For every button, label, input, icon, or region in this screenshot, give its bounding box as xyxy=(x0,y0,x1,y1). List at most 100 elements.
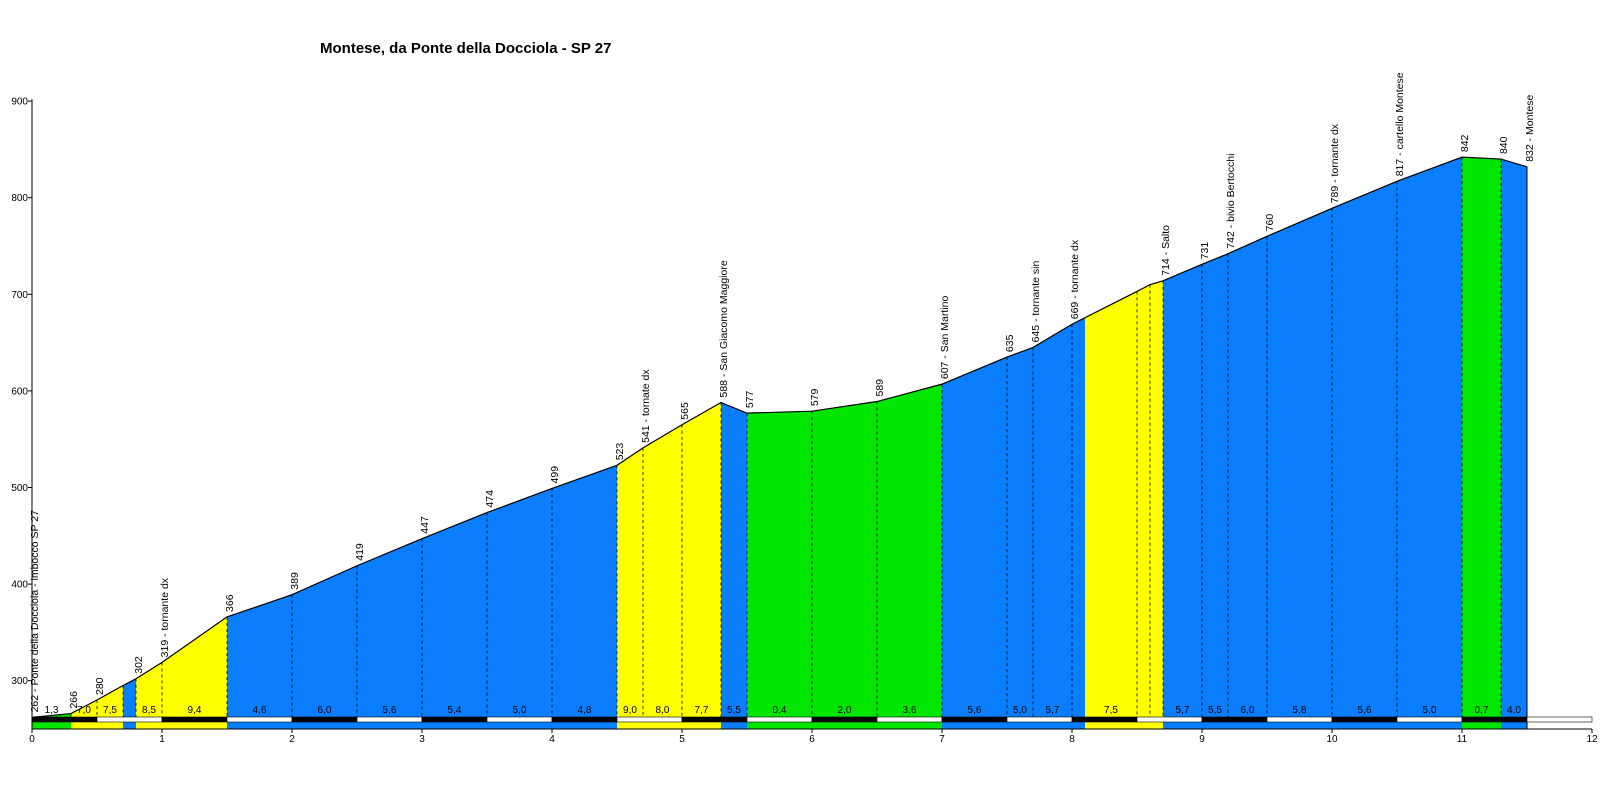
km-band-3 xyxy=(226,716,293,723)
km-band-20 xyxy=(1331,716,1398,723)
km-band-9 xyxy=(616,716,683,723)
x-tick-label-8: 8 xyxy=(1069,734,1075,745)
y-tick-label-3: 600 xyxy=(11,386,28,397)
point-label-33: 832 - Montese xyxy=(1524,95,1536,162)
km-band-17 xyxy=(1136,716,1203,723)
gradient-label-11: 4,8 xyxy=(578,705,592,716)
profile-segment-29 xyxy=(1267,208,1332,730)
profile-segment-22 xyxy=(1072,317,1085,729)
profile-segment-20 xyxy=(1007,347,1033,729)
profile-segment-31 xyxy=(1397,157,1462,730)
km-band-5 xyxy=(356,716,423,723)
gradient-label-8: 5,6 xyxy=(383,705,397,716)
x-tick-label-0: 0 xyxy=(29,734,35,745)
km-band-22 xyxy=(1461,716,1528,723)
point-label-18: 589 xyxy=(874,379,886,397)
profile-segment-12 xyxy=(617,447,643,729)
point-label-2: 280 xyxy=(94,677,106,695)
gradient-label-6: 4,6 xyxy=(253,705,267,716)
y-tick-label-6: 900 xyxy=(11,97,28,108)
gradient-labels: 1,3 7,0 7,5 8,5 9,4 4,6 6,0 5,6 5,4 5,0 4,8 9,0 8,0 7… xyxy=(45,705,1522,716)
gradient-label-1: 7,0 xyxy=(77,705,91,716)
km-band-21 xyxy=(1396,716,1463,723)
profile-segment-19 xyxy=(942,357,1007,729)
profile-segment-25 xyxy=(1150,280,1163,729)
profile-segment-18 xyxy=(877,384,942,729)
x-tick-label-10: 10 xyxy=(1326,734,1338,745)
gradient-label-5: 9,4 xyxy=(188,705,202,716)
y-tick-label-5: 800 xyxy=(11,193,28,204)
profile-segment-33 xyxy=(1501,159,1527,729)
point-label-11: 499 xyxy=(549,466,561,484)
km-band-23 xyxy=(1526,716,1593,723)
km-band-18 xyxy=(1201,716,1268,723)
y-tick-label-4: 700 xyxy=(11,290,28,301)
gradient-label-27: 5,5 xyxy=(1208,705,1222,716)
point-label-9: 447 xyxy=(419,516,431,534)
point-label-22: 669 - tornante dx xyxy=(1069,239,1081,319)
point-label-25: 714 - Salto xyxy=(1160,225,1172,276)
x-tick-label-2: 2 xyxy=(289,734,295,745)
profile-segment-23 xyxy=(1085,291,1137,729)
gradient-label-0: 1,3 xyxy=(45,705,59,716)
x-tick-label-12: 12 xyxy=(1586,734,1598,745)
km-band-7 xyxy=(486,716,553,723)
profile-segment-5 xyxy=(162,616,227,729)
km-band-14 xyxy=(941,716,1008,723)
km-band-0 xyxy=(31,716,98,723)
profile-segment-13 xyxy=(643,424,682,729)
gradient-label-29: 5,8 xyxy=(1293,705,1307,716)
km-band-8 xyxy=(551,716,618,723)
x-tick-label-11: 11 xyxy=(1457,734,1468,745)
x-tick-label-5: 5 xyxy=(679,734,685,745)
gradient-label-4: 8,5 xyxy=(142,705,156,716)
point-label-14: 565 xyxy=(679,402,691,420)
km-band-2 xyxy=(161,716,228,723)
profile-segment-30 xyxy=(1332,181,1397,729)
x-tick-label-7: 7 xyxy=(939,734,945,745)
gradient-label-14: 7,7 xyxy=(695,705,709,716)
x-tick-label-4: 4 xyxy=(549,734,555,745)
gradient-label-12: 9,0 xyxy=(623,705,637,716)
point-label-26: 731 xyxy=(1199,242,1211,260)
profile-segment-32 xyxy=(1462,157,1501,730)
point-label-20: 635 xyxy=(1004,334,1016,352)
gradient-label-32: 0,7 xyxy=(1475,705,1489,716)
profile-segment-27 xyxy=(1202,253,1228,729)
profile-segment-26 xyxy=(1163,264,1202,729)
profile-segment-7 xyxy=(292,565,357,729)
km-band-12 xyxy=(811,716,878,723)
km-band-6 xyxy=(421,716,488,723)
point-label-13: 541 - tornate dx xyxy=(640,369,652,443)
km-band-15 xyxy=(1006,716,1073,723)
gradient-label-9: 5,4 xyxy=(448,705,462,716)
gradient-label-31: 5,0 xyxy=(1423,705,1437,716)
km-band-11 xyxy=(746,716,813,723)
y-tick-label-0: 300 xyxy=(11,676,28,687)
point-label-12: 523 xyxy=(614,443,626,461)
gradient-label-7: 6,0 xyxy=(318,705,332,716)
gradient-label-30: 5,6 xyxy=(1358,705,1372,716)
profile-segment-10 xyxy=(487,488,552,729)
point-label-16: 577 xyxy=(744,390,756,408)
point-label-30: 817 - cartello Montese xyxy=(1394,72,1406,176)
profile-segment-11 xyxy=(552,465,617,729)
km-band-16 xyxy=(1071,716,1138,723)
profile-segment-14 xyxy=(682,402,721,729)
point-label-6: 366 xyxy=(224,594,236,612)
gradient-label-13: 8,0 xyxy=(656,705,670,716)
km-band-13 xyxy=(876,716,943,723)
point-label-32: 840 xyxy=(1498,136,1510,154)
point-label-19: 607 - San Martino xyxy=(939,296,951,380)
x-tick-label-1: 1 xyxy=(159,734,165,745)
profile-segment-8 xyxy=(357,538,422,729)
gradient-label-18: 3,6 xyxy=(903,705,917,716)
profile-segment-15 xyxy=(721,402,747,729)
y-tick-label-2: 500 xyxy=(11,483,28,494)
gradient-label-16: 0,4 xyxy=(773,705,787,716)
point-label-29: 789 - tornante dx xyxy=(1329,123,1341,203)
profile-segment-24 xyxy=(1137,284,1150,729)
point-labels: 262 - Ponte della Docciola - imbocco SP … xyxy=(29,72,1536,712)
point-label-17: 579 xyxy=(809,389,821,407)
